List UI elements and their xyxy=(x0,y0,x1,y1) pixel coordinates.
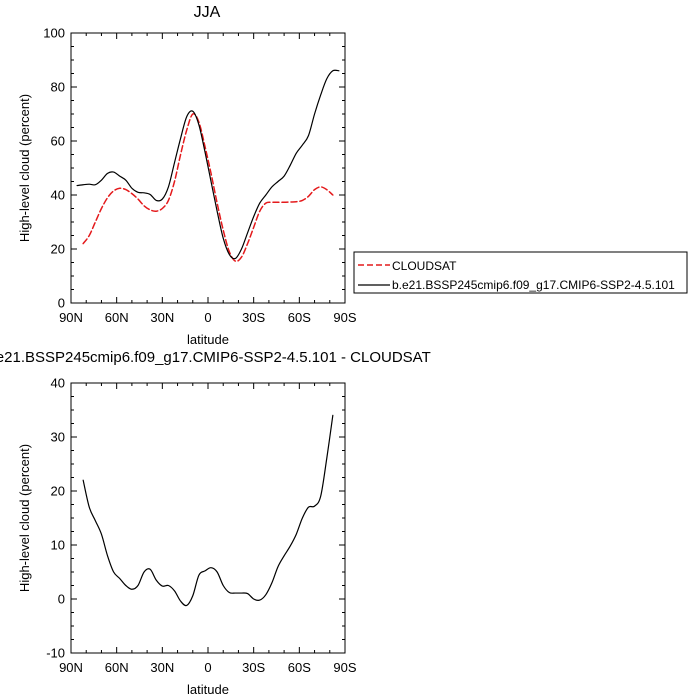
top-series-line-1 xyxy=(82,113,334,263)
top-x-tick-label: 0 xyxy=(204,310,211,325)
top-y-tick-label: 80 xyxy=(51,80,65,95)
top-x-tick-label: 30S xyxy=(242,310,265,325)
bottom-panel: b.e21.BSSP245cmip6.f09_g17.CMIP6-SSP2-4.… xyxy=(0,349,431,697)
top-y-tick-label: 40 xyxy=(51,188,65,203)
bottom-x-tick-label: 60N xyxy=(105,660,129,675)
bottom-x-tick-label: 0 xyxy=(204,660,211,675)
bottom-series-group xyxy=(82,414,334,607)
top-y-tick-label: 100 xyxy=(43,26,65,41)
top-chart-title: JJA xyxy=(194,4,221,21)
top-y-ticks: 0 20 40 60 80 100 xyxy=(43,26,345,311)
bottom-y-tick-label: 20 xyxy=(51,484,65,499)
bottom-y-tick-label: 30 xyxy=(51,430,65,445)
top-y-tick-label: 0 xyxy=(58,296,65,311)
bottom-x-tick-label: 30S xyxy=(242,660,265,675)
top-y-tick-label: 20 xyxy=(51,242,65,257)
legend-label-cloudsat: CLOUDSAT xyxy=(392,259,457,273)
bottom-y-axis-label: High-level cloud (percent) xyxy=(17,444,32,592)
bottom-y-tick-label: 0 xyxy=(58,592,65,607)
bottom-y-tick-label: 40 xyxy=(51,376,65,391)
top-series-group xyxy=(76,69,340,263)
bottom-y-ticks: -10 0 10 20 30 40 xyxy=(46,376,345,661)
top-x-tick-label: 90N xyxy=(59,310,83,325)
legend: CLOUDSAT b.e21.BSSP245cmip6.f09_g17.CMIP… xyxy=(353,251,688,294)
bottom-chart-title: b.e21.BSSP245cmip6.f09_g17.CMIP6-SSP2-4.… xyxy=(0,349,431,366)
bottom-x-axis-label: latitude xyxy=(187,682,229,697)
top-series-line-2 xyxy=(76,69,340,260)
bottom-x-tick-label: 30N xyxy=(150,660,174,675)
top-x-ticks: 90N 60N 30N 0 30S 60S 90S xyxy=(59,33,357,325)
top-x-tick-label: 30N xyxy=(150,310,174,325)
bottom-y-tick-label: -10 xyxy=(46,646,65,661)
top-x-axis-label: latitude xyxy=(187,332,229,347)
bottom-x-tick-label: 60S xyxy=(288,660,311,675)
legend-label-model: b.e21.BSSP245cmip6.f09_g17.CMIP6-SSP2-4.… xyxy=(392,278,675,292)
top-x-tick-label: 90S xyxy=(333,310,356,325)
bottom-x-tick-label: 90N xyxy=(59,660,83,675)
top-panel: JJA 90N 60N 30N 0 30S 60S 90S 0 20 40 60 80 100 lat… xyxy=(17,4,357,347)
bottom-x-tick-label: 90S xyxy=(333,660,356,675)
bottom-series-line-1 xyxy=(82,414,334,607)
top-y-axis-label: High-level cloud (percent) xyxy=(17,94,32,242)
bottom-x-ticks: 90N 60N 30N 0 30S 60S 90S xyxy=(59,383,357,675)
top-y-tick-label: 60 xyxy=(51,134,65,149)
bottom-y-tick-label: 10 xyxy=(51,538,65,553)
bottom-plot-frame xyxy=(70,382,346,654)
top-x-tick-label: 60N xyxy=(105,310,129,325)
top-x-tick-label: 60S xyxy=(288,310,311,325)
legend-box xyxy=(353,251,688,294)
